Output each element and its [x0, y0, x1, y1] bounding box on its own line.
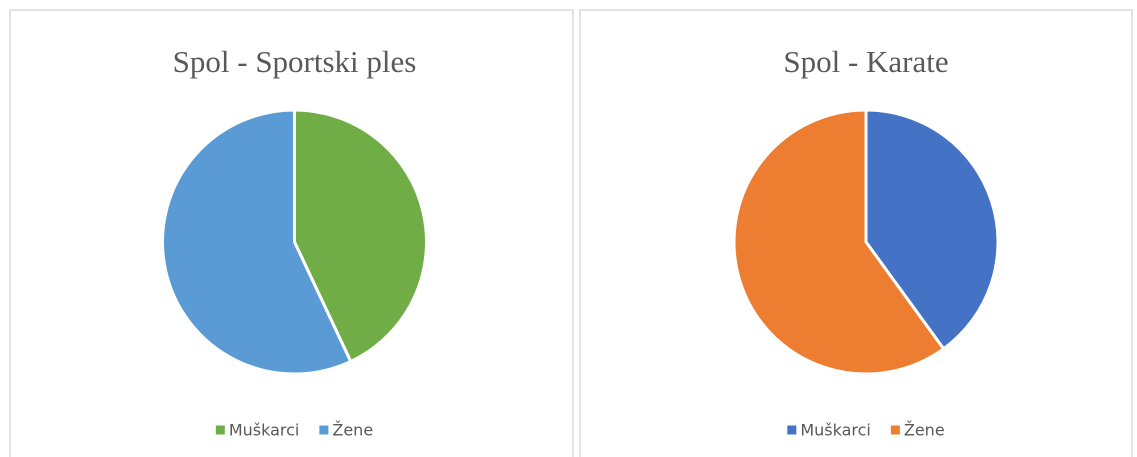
- panel-border: [579, 9, 1133, 457]
- legend-label: Žene: [332, 421, 373, 440]
- pie-slice: [293, 108, 428, 364]
- legend-label: Žene: [904, 421, 945, 440]
- chart-title: Spol - Karate: [783, 44, 948, 79]
- chart-title: Spol - Sportski ples: [173, 44, 417, 79]
- pie-slice: [732, 108, 946, 376]
- legend-label: Muškarci: [800, 421, 871, 440]
- legend-label: Muškarci: [229, 421, 300, 440]
- legend-swatch: [215, 425, 225, 435]
- panel-border: [9, 9, 574, 457]
- pie-slice: [161, 108, 353, 376]
- legend-swatch: [787, 425, 797, 435]
- legend-swatch: [890, 425, 900, 435]
- legend-swatch: [319, 425, 329, 435]
- pie-slice: [864, 108, 1000, 351]
